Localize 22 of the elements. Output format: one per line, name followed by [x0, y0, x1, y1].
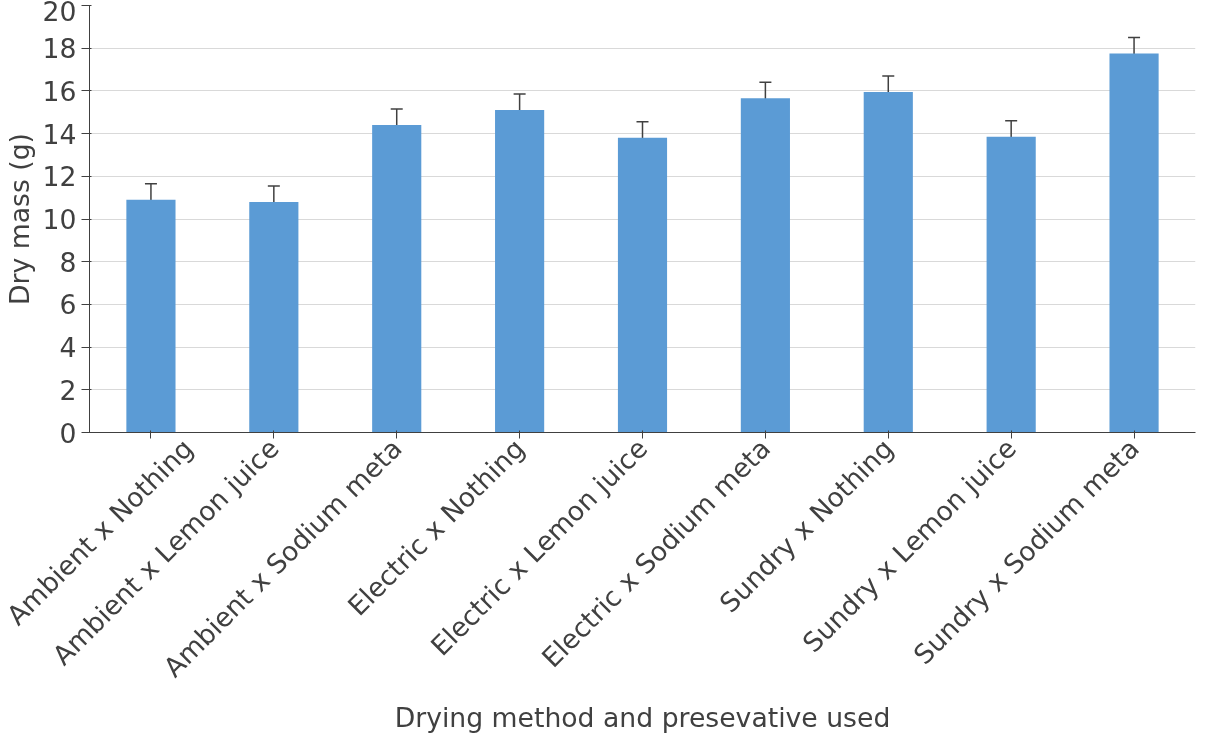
y-tick-label: 4: [59, 332, 77, 364]
y-tick-label: 10: [42, 204, 77, 235]
y-axis-title: Dry mass (g): [3, 132, 35, 305]
bar: [249, 201, 299, 433]
bar: [863, 91, 913, 433]
bar: [986, 136, 1036, 433]
y-tick-label: 8: [59, 246, 77, 278]
y-tick-label: 12: [42, 161, 77, 193]
bar: [740, 98, 790, 433]
y-tick-label: 20: [42, 0, 77, 27]
y-tick-label: 2: [59, 374, 77, 406]
bar: [372, 125, 422, 433]
y-tick-label: 0: [59, 417, 77, 449]
y-tick-label: 6: [59, 289, 77, 321]
y-tick-label: 18: [42, 33, 77, 65]
bar: [617, 137, 668, 433]
bar: [126, 199, 176, 433]
y-tick-label: 16: [42, 75, 77, 107]
bar: [1109, 53, 1159, 433]
x-axis-title: Drying method and presevative used: [394, 701, 891, 733]
bar: [495, 110, 545, 433]
y-tick-label: 14: [42, 118, 77, 150]
